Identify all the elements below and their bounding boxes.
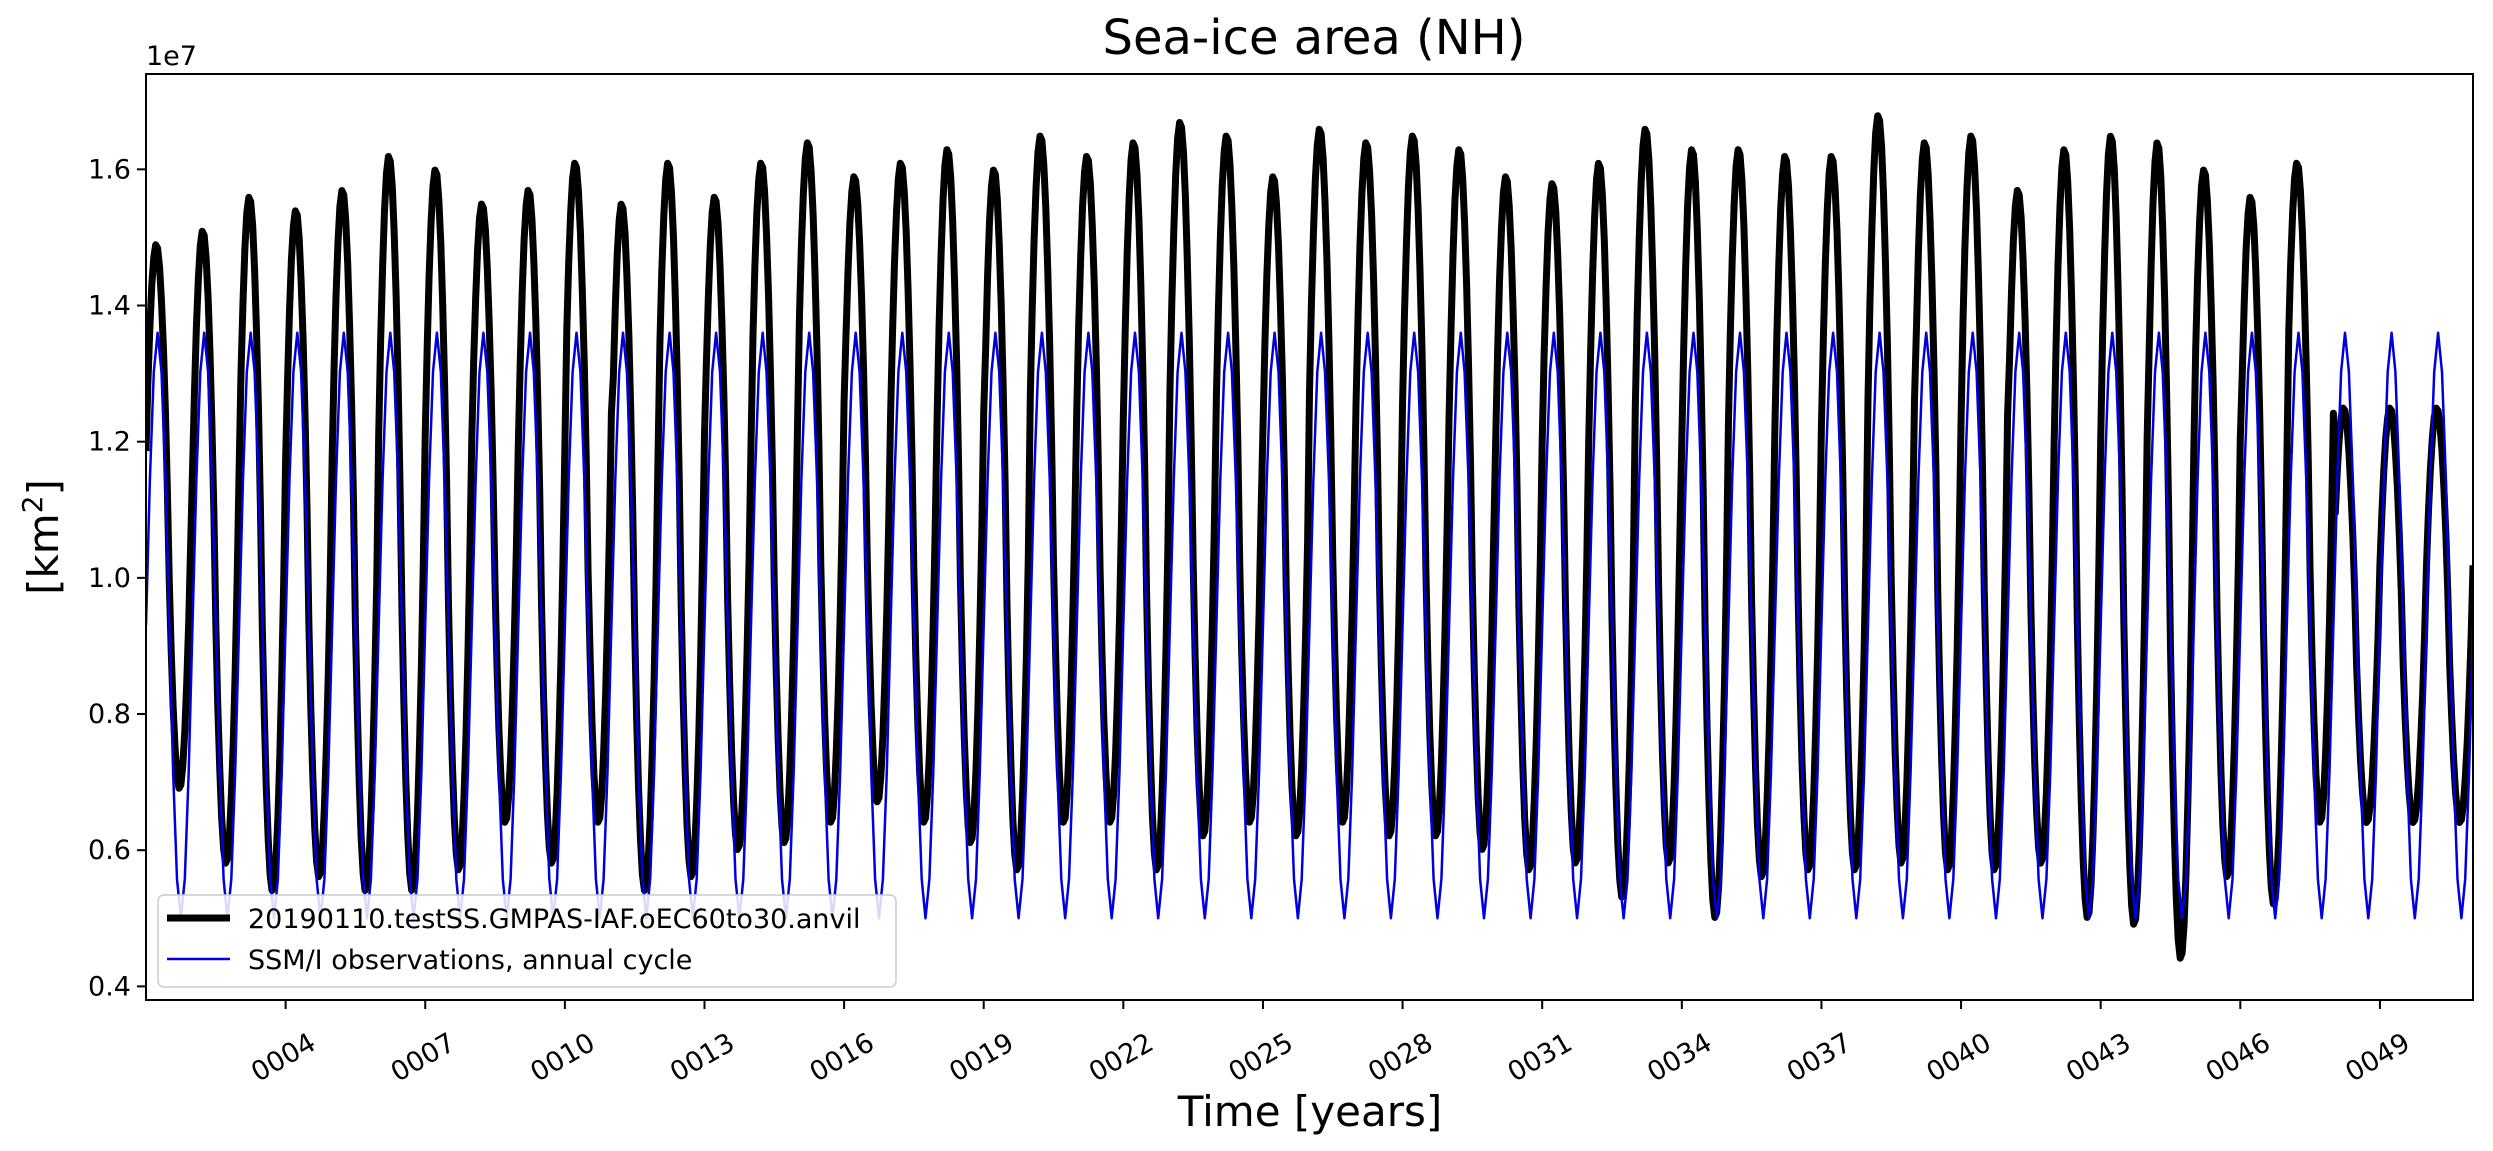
x-axis-label: Time [years]	[1177, 1087, 1443, 1136]
x-tick-label: 0025	[1223, 1027, 1298, 1088]
series-layer	[146, 112, 2473, 962]
y-tick-label: 1.2	[88, 427, 131, 458]
legend-label-model: 20190110.testSS.GMPAS-IAF.oEC60to30.anvi…	[248, 904, 861, 935]
x-tick-label: 0040	[1922, 1027, 1997, 1088]
legend-box	[157, 894, 897, 988]
y-tick-label: 1.6	[88, 154, 131, 185]
x-tick-label: 0049	[2340, 1027, 2415, 1088]
chart-title: Sea-ice area (NH)	[1103, 10, 1526, 66]
y-tick-label: 0.4	[88, 971, 131, 1002]
x-tick-label: 0019	[944, 1027, 1019, 1088]
y-tick-label: 1.0	[88, 563, 131, 594]
legend-label-observations: SSM/I observations, annual cycle	[248, 945, 692, 976]
y-axis: 0.4 0.6 0.8 1.0 1.2 1.4 1.6	[88, 154, 146, 1002]
x-tick-label: 0004	[246, 1027, 321, 1088]
x-tick-label: 0010	[525, 1027, 600, 1088]
x-tick-label: 0007	[386, 1027, 461, 1088]
x-tick-label: 0013	[665, 1027, 740, 1088]
y-tick-label: 1.4	[88, 291, 131, 322]
x-tick-label: 0037	[1782, 1027, 1857, 1088]
y-axis-label: [km2]	[16, 479, 68, 595]
x-tick-label: 0022	[1084, 1027, 1159, 1088]
y-tick-label: 0.8	[88, 699, 131, 730]
y-tick-label: 0.6	[88, 835, 131, 866]
series-line-observations	[146, 331, 2473, 920]
x-tick-label: 0031	[1503, 1027, 1578, 1088]
x-tick-label: 0034	[1642, 1027, 1717, 1088]
x-axis: 0004 0007 0010 0013 0016 0019 0022 0025 0028 0031…	[246, 1000, 2415, 1088]
x-tick-label: 0016	[805, 1027, 880, 1088]
y-scale-multiplier: 1e7	[146, 41, 197, 72]
plot-frame	[145, 73, 2474, 1001]
series-line-model	[146, 112, 2473, 962]
legend: 20190110.testSS.GMPAS-IAF.oEC60to30.anvi…	[157, 894, 897, 988]
x-tick-label: 0046	[2201, 1027, 2276, 1088]
x-tick-label: 0043	[2061, 1027, 2136, 1088]
x-tick-label: 0028	[1363, 1027, 1438, 1088]
